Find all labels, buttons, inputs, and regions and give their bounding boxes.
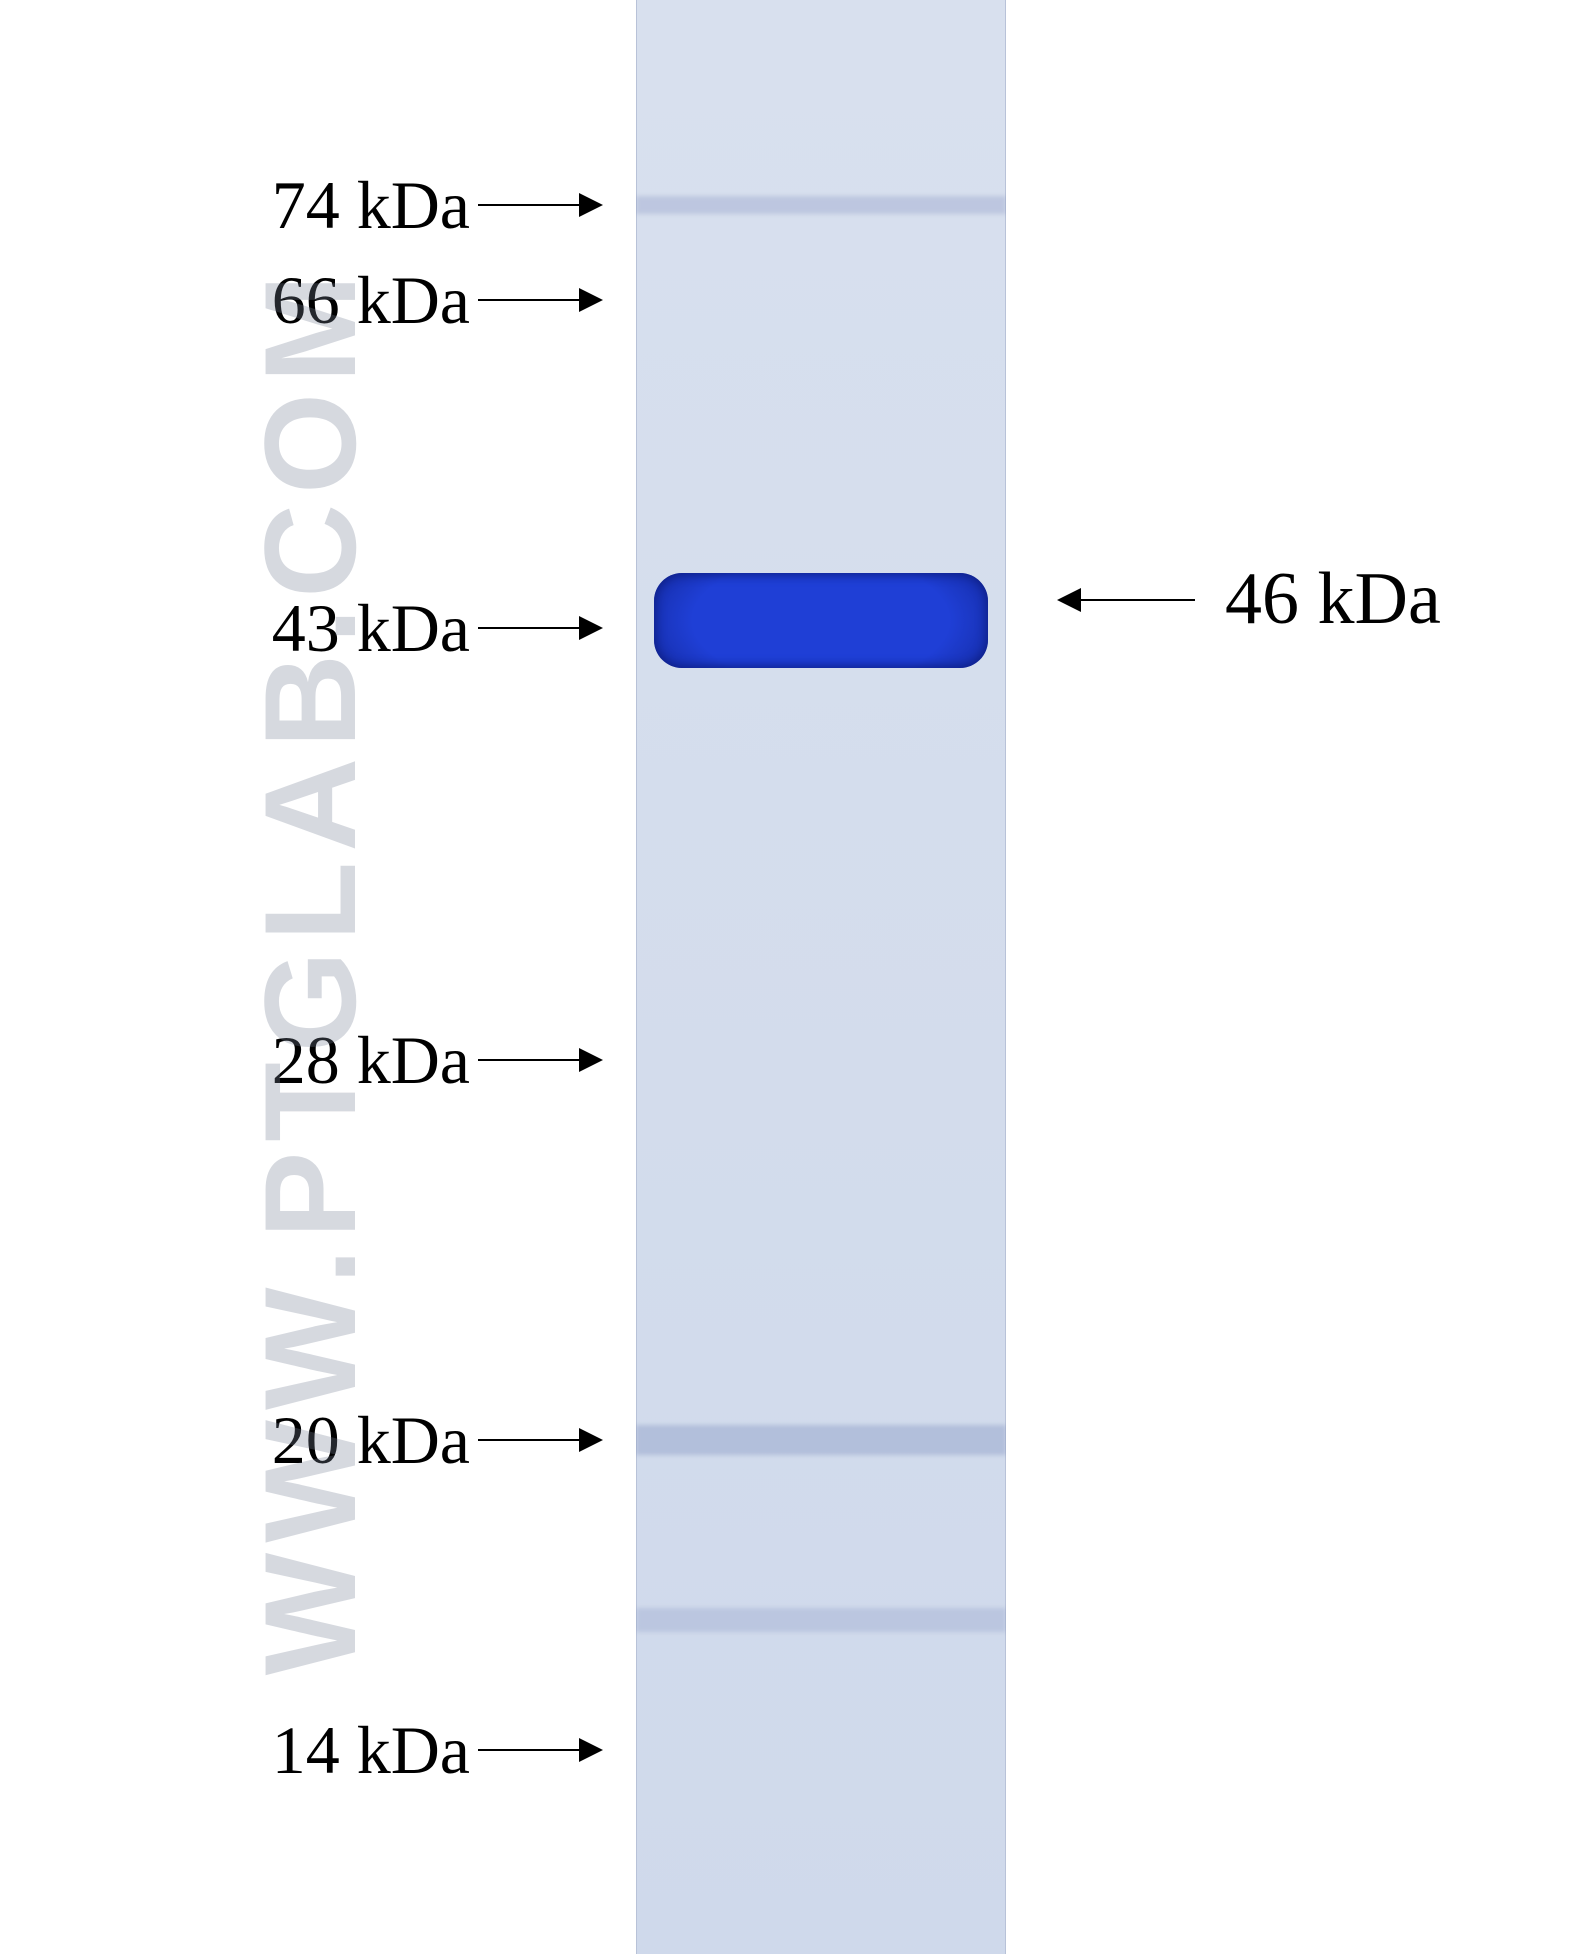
faint-band xyxy=(636,196,1006,214)
gel-figure: 74 kDa 66 kDa 43 kDa 28 kDa 20 kDa 14 kDa 46 … xyxy=(0,0,1585,1954)
ladder-marker-label: 43 kDa xyxy=(272,589,470,668)
faint-band xyxy=(636,1608,1006,1632)
ladder-marker-arrow xyxy=(478,204,601,206)
ladder-marker-label: 28 kDa xyxy=(272,1021,470,1100)
faint-band xyxy=(636,1425,1006,1455)
ladder-marker-arrow xyxy=(478,1059,601,1061)
ladder-marker-label: 14 kDa xyxy=(272,1711,470,1790)
watermark-text: WWW.PTGLAB.COM xyxy=(235,70,385,1870)
sample-annotation-arrow xyxy=(1059,599,1195,601)
ladder-marker-arrow xyxy=(478,627,601,629)
ladder-marker-arrow xyxy=(478,299,601,301)
ladder-marker-label: 20 kDa xyxy=(272,1401,470,1480)
sample-band xyxy=(654,573,988,668)
gel-lane xyxy=(636,0,1006,1954)
ladder-marker-arrow xyxy=(478,1749,601,1751)
sample-annotation-label: 46 kDa xyxy=(1225,557,1441,642)
ladder-marker-label: 74 kDa xyxy=(272,166,470,245)
gel-lane-background xyxy=(636,0,1006,1954)
ladder-marker-arrow xyxy=(478,1439,601,1441)
ladder-marker-label: 66 kDa xyxy=(272,261,470,340)
